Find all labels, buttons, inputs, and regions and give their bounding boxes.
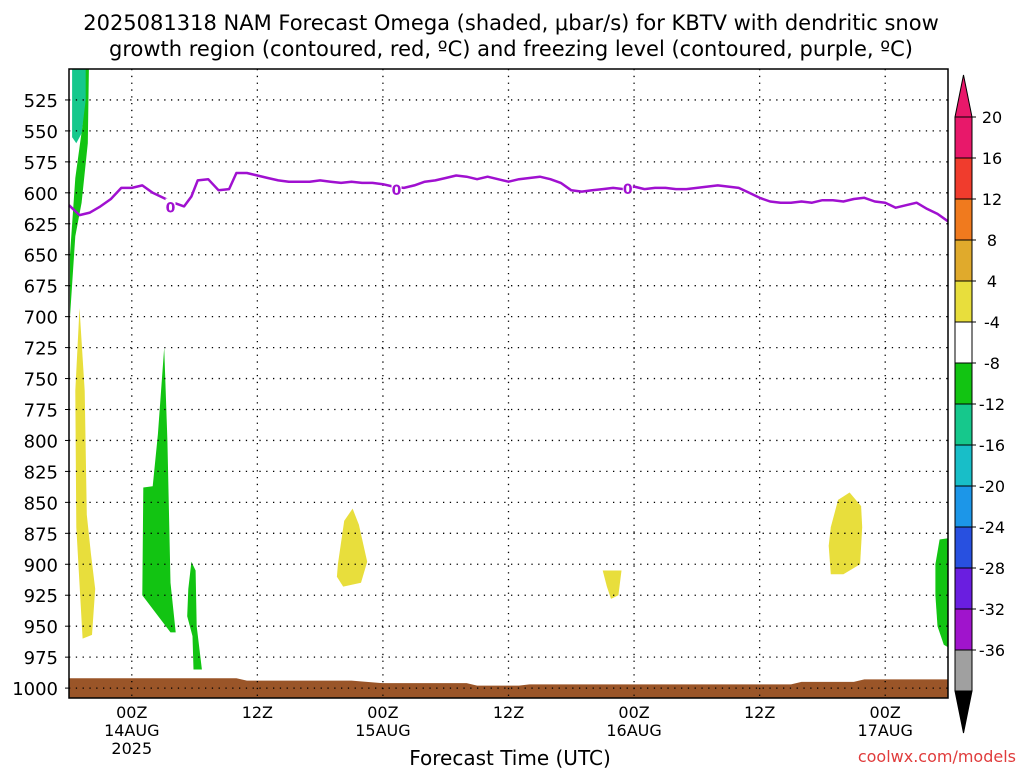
omega-shaded-region	[72, 69, 86, 144]
colorbar-swatch	[954, 116, 973, 159]
chart-title-line-2: growth region (contoured, red, ºC) and f…	[109, 37, 913, 61]
colorbar-swatch	[954, 280, 973, 323]
omega-shaded-region	[75, 308, 96, 639]
colorbar-tick-label: -36	[979, 641, 1005, 660]
contour-label-background	[622, 179, 633, 196]
x-tick-label: 00Z	[618, 703, 649, 722]
colorbar-tick-label: -16	[979, 436, 1005, 455]
colorbar-swatch	[954, 157, 973, 200]
colorbar-swatch	[954, 444, 973, 487]
y-tick-label: 900	[24, 555, 58, 576]
colorbar-swatch	[954, 403, 973, 446]
colorbar-tick-label: -28	[979, 559, 1005, 578]
x-tick-date-label: 14AUG	[104, 721, 159, 740]
colorbar-tick-label: 20	[982, 108, 1002, 127]
colorbar-swatch	[954, 526, 973, 569]
y-tick-label: 750	[24, 370, 58, 391]
x-tick-label: 00Z	[116, 703, 147, 722]
colorbar-bottom-arrow	[954, 690, 973, 734]
omega-shaded-region	[935, 538, 948, 648]
colorbar-tick-label: -8	[984, 354, 1000, 373]
y-tick-label: 675	[24, 277, 58, 298]
colorbar-tick-label: 8	[987, 231, 997, 250]
x-tick-date-label: 17AUG	[858, 721, 913, 740]
y-tick-label: 850	[24, 493, 58, 514]
plot-fill-layer	[69, 69, 948, 698]
y-tick-label: 800	[24, 431, 58, 452]
plot-frame	[68, 68, 949, 699]
freezing-level-contour-label: 0	[392, 183, 402, 199]
x-tick-date-label: 16AUG	[606, 721, 661, 740]
x-tick-label: 12Z	[493, 703, 524, 722]
x-axis-title: Forecast Time (UTC)	[409, 746, 611, 768]
y-tick-label: 725	[24, 339, 58, 360]
colorbar-top-arrow	[954, 74, 973, 118]
y-tick-label: 825	[24, 462, 58, 483]
freezing-level-contour-label: 0	[166, 200, 176, 216]
omega-shaded-region	[187, 561, 202, 670]
y-tick-label: 600	[24, 184, 58, 205]
colorbar-swatch	[954, 567, 973, 610]
y-tick-label: 925	[24, 586, 58, 607]
freezing-level-contour	[68, 171, 949, 223]
colorbar-swatch	[954, 362, 973, 405]
freezing-level-contour-label: 0	[623, 182, 633, 198]
colorbar-swatch	[954, 198, 973, 241]
colorbar-swatch	[954, 608, 973, 651]
x-tick-year-label: 2025	[111, 739, 152, 758]
colorbar: 20 16 12 8 4 -4 -8 -12 -16 -20 -24 -28 -32 -36	[954, 74, 1005, 734]
omega-shaded-region	[336, 508, 368, 587]
y-tick-label: 975	[24, 648, 58, 669]
colorbar-swatch	[954, 239, 973, 282]
colorbar-tick-label: -4	[984, 313, 1000, 332]
x-tick-label: 00Z	[870, 703, 901, 722]
y-tick-label: 575	[24, 153, 58, 174]
colorbar-tick-label: -20	[979, 477, 1005, 496]
omega-shaded-region	[142, 347, 176, 633]
y-tick-label: 950	[24, 617, 58, 638]
colorbar-swatch	[954, 485, 973, 528]
omega-shaded-region	[602, 570, 622, 599]
y-tick-label: 650	[24, 246, 58, 267]
y-tick-label: 525	[24, 91, 58, 112]
y-tick-label: 550	[24, 122, 58, 143]
y-tick-label: 875	[24, 524, 58, 545]
colorbar-tick-label: -32	[979, 600, 1005, 619]
colorbar-tick-label: -24	[979, 518, 1005, 537]
watermark-link[interactable]: coolwx.com/models	[858, 747, 1016, 766]
colorbar-tick-label: 4	[987, 272, 997, 291]
contour-label-background	[165, 198, 176, 215]
colorbar-swatch	[954, 649, 973, 692]
colorbar-tick-label: -12	[979, 395, 1005, 414]
x-tick-label: 12Z	[744, 703, 775, 722]
colorbar-tick-label: 12	[982, 190, 1002, 209]
contour-label-background	[391, 181, 402, 198]
y-tick-label: 1000	[12, 679, 58, 700]
y-axis: 525 550 575 600 625 650 675 700 725 750 775 800 825 8…	[12, 91, 69, 700]
y-tick-label: 775	[24, 401, 58, 422]
contour-line-layer: 0 0 0	[68, 171, 949, 223]
x-tick-date-label: 15AUG	[355, 721, 410, 740]
colorbar-swatch	[954, 321, 973, 364]
x-tick-label: 00Z	[367, 703, 398, 722]
omega-shaded-region	[70, 69, 89, 317]
colorbar-tick-label: 16	[982, 149, 1002, 168]
x-tick-label: 12Z	[242, 703, 273, 722]
grid-layer	[69, 69, 948, 698]
y-tick-label: 700	[24, 308, 58, 329]
y-tick-label: 625	[24, 215, 58, 236]
chart-title-line-1: 2025081318 NAM Forecast Omega (shaded, μ…	[83, 11, 939, 35]
